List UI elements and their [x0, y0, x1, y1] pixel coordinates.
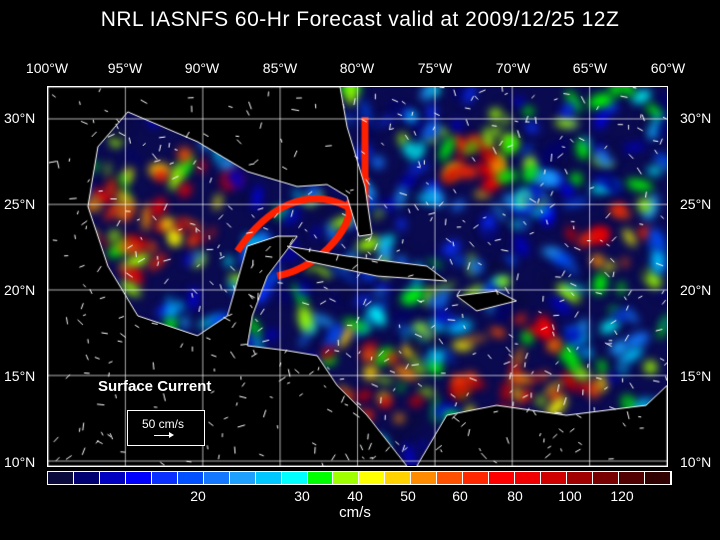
- lon-label: 65°W: [572, 60, 608, 76]
- lat-label: 30°N: [4, 110, 36, 126]
- colorbar-swatch: [515, 472, 542, 484]
- lon-label: 100°W: [25, 60, 69, 76]
- colorbar-swatch: [333, 472, 360, 484]
- colorbar-swatch: [644, 472, 671, 484]
- colorbar-swatch: [125, 472, 152, 484]
- colorbar-swatch: [99, 472, 126, 484]
- colorbar-swatch: [593, 472, 619, 484]
- lon-label: 75°W: [417, 60, 453, 76]
- colorbar-tick: 80: [507, 488, 523, 504]
- vector-scale-legend: 50 cm/s: [127, 410, 205, 446]
- colorbar-swatch: [151, 472, 178, 484]
- colorbar-swatch: [567, 472, 594, 484]
- colorbar-swatch: [359, 472, 386, 484]
- colorbar-swatch: [307, 472, 334, 484]
- lon-label: 70°W: [495, 60, 531, 76]
- colorbar-swatch: [229, 472, 256, 484]
- colorbar-unit: cm/s: [339, 504, 371, 521]
- vector-scale-label: 50 cm/s: [142, 417, 185, 431]
- colorbar-tick: 60: [452, 488, 468, 504]
- colorbar-swatch: [281, 472, 308, 484]
- colorbar-swatch: [48, 472, 74, 484]
- colorbar-tick: 100: [558, 488, 582, 504]
- colorbar-tick: 30: [294, 488, 310, 504]
- colorbar-swatch: [73, 472, 100, 484]
- lat-label: 20°N: [4, 282, 36, 298]
- lat-label: 10°N: [680, 454, 712, 470]
- map-title: NRL IASNFS 60-Hr Forecast valid at 2009/…: [100, 8, 620, 31]
- colorbar-swatch: [177, 472, 204, 484]
- colorbar-tick: 20: [190, 488, 206, 504]
- lat-label: 20°N: [680, 282, 712, 298]
- lon-label: 90°W: [184, 60, 220, 76]
- lon-label: 80°W: [339, 60, 375, 76]
- lat-label: 30°N: [680, 110, 712, 126]
- colorbar-swatch: [411, 472, 438, 484]
- lat-label: 25°N: [680, 196, 712, 212]
- legend-title: Surface Current: [98, 378, 212, 395]
- lat-label: 15°N: [4, 368, 36, 384]
- lon-label: 60°W: [650, 60, 686, 76]
- colorbar-swatch: [463, 472, 490, 484]
- colorbar-tick: 40: [347, 488, 363, 504]
- colorbar-swatch: [618, 472, 645, 484]
- lon-label: 85°W: [262, 60, 298, 76]
- current-speed-map: [47, 86, 668, 467]
- lat-label: 15°N: [680, 368, 712, 384]
- colorbar-swatch: [385, 472, 412, 484]
- lon-label: 95°W: [107, 60, 143, 76]
- colorbar-tick: 50: [400, 488, 416, 504]
- colorbar-swatch: [437, 472, 464, 484]
- lat-label: 10°N: [4, 454, 36, 470]
- colorbar-swatch: [489, 472, 516, 484]
- lat-label: 25°N: [4, 196, 36, 212]
- colorbar-tick: 120: [610, 488, 634, 504]
- colorbar-swatch: [255, 472, 282, 484]
- colorbar: [47, 471, 672, 485]
- vector-scale-arrow-icon: [154, 432, 174, 438]
- colorbar-swatch: [541, 472, 568, 484]
- colorbar-swatch: [203, 472, 230, 484]
